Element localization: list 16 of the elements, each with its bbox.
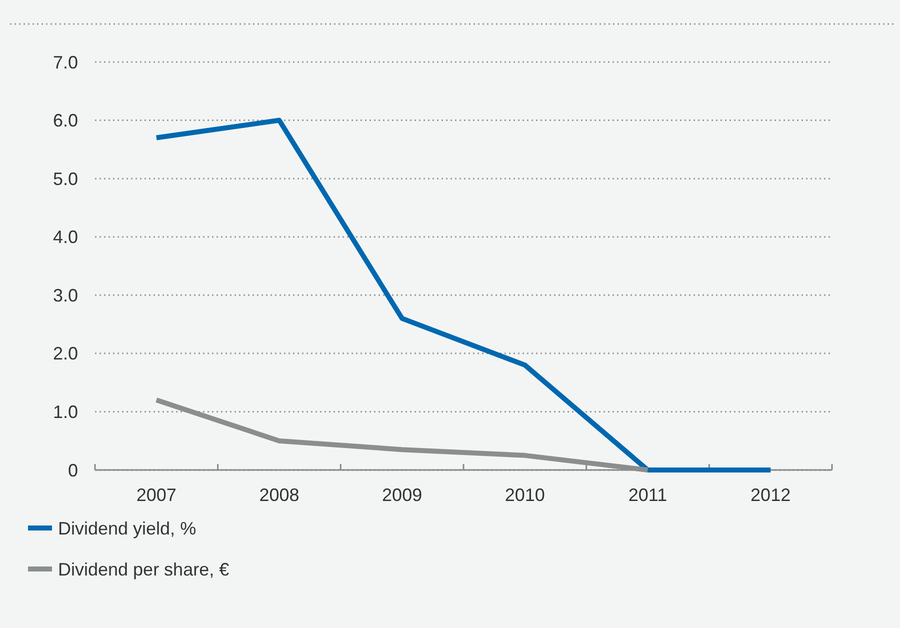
legend-label: Dividend yield, %	[58, 518, 196, 538]
x-tick-label: 2012	[750, 485, 791, 505]
x-tick-label: 2011	[628, 485, 668, 505]
y-tick-label: 4.0	[52, 227, 78, 248]
y-tick-label: 7.0	[52, 52, 78, 72]
y-tick-label: 3.0	[52, 285, 78, 306]
x-tick-label: 2007	[136, 485, 176, 505]
x-tick-label: 2008	[259, 485, 300, 505]
y-tick-label: 5.0	[52, 168, 78, 189]
x-tick-label: 2009	[382, 485, 422, 505]
legend-label: Dividend per share, €	[58, 559, 230, 580]
y-tick-label: 6.0	[52, 110, 78, 131]
y-tick-label: 1.0	[52, 402, 78, 422]
y-tick-label: 2.0	[52, 344, 78, 364]
y-tick-label: 0	[68, 460, 78, 480]
x-tick-label: 2010	[504, 485, 545, 505]
